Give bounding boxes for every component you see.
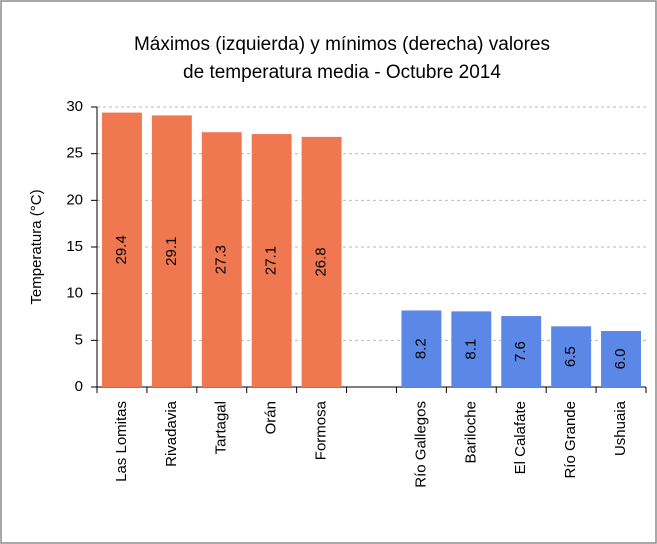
x-tick-label: El Calafate: [512, 401, 529, 474]
data-label: 6.0: [612, 349, 629, 370]
bar: [101, 112, 142, 387]
bar: [501, 316, 542, 387]
data-label: 8.1: [462, 339, 479, 360]
y-tick-label: 25: [66, 145, 83, 162]
data-label: 27.3: [213, 245, 230, 274]
y-axis-label: Temperatura (°C): [28, 189, 45, 304]
x-tick-label: Tartagal: [213, 401, 230, 454]
data-label: 6.5: [562, 346, 579, 367]
data-label: 27.1: [263, 246, 280, 275]
x-tick-label: Río Grande: [562, 401, 579, 479]
bar: [551, 326, 592, 387]
x-tick-label: Orán: [263, 401, 280, 434]
bar: [251, 134, 292, 387]
x-tick-label: Río Gallegos: [412, 401, 429, 488]
y-tick-label: 15: [66, 238, 83, 255]
y-tick-label: 5: [75, 331, 83, 348]
y-tick-label: 10: [66, 285, 83, 302]
y-tick-label: 30: [66, 98, 83, 115]
chart-title: Máximos (izquierda) y mínimos (derecha) …: [134, 34, 550, 55]
y-tick-label: 0: [75, 378, 83, 395]
data-label: 29.4: [113, 235, 130, 264]
bar: [201, 132, 242, 387]
x-tick-label: Rivadavia: [163, 400, 180, 467]
y-tick-label: 20: [66, 191, 83, 208]
bar: [401, 310, 442, 387]
x-tick-label: Ushuaia: [612, 400, 629, 456]
data-label: 8.2: [412, 338, 429, 359]
data-label: 29.1: [163, 237, 180, 266]
x-tick-label: Bariloche: [462, 401, 479, 464]
chart-title: de temperatura media - Octubre 2014: [183, 62, 501, 83]
data-label: 26.8: [313, 247, 330, 276]
x-tick-label: Formosa: [313, 400, 330, 460]
bar: [451, 311, 492, 387]
bar: [151, 115, 192, 388]
x-tick-label: Las Lomitas: [113, 401, 130, 482]
data-label: 7.6: [512, 341, 529, 362]
bar: [601, 331, 642, 387]
bar: [301, 136, 342, 387]
